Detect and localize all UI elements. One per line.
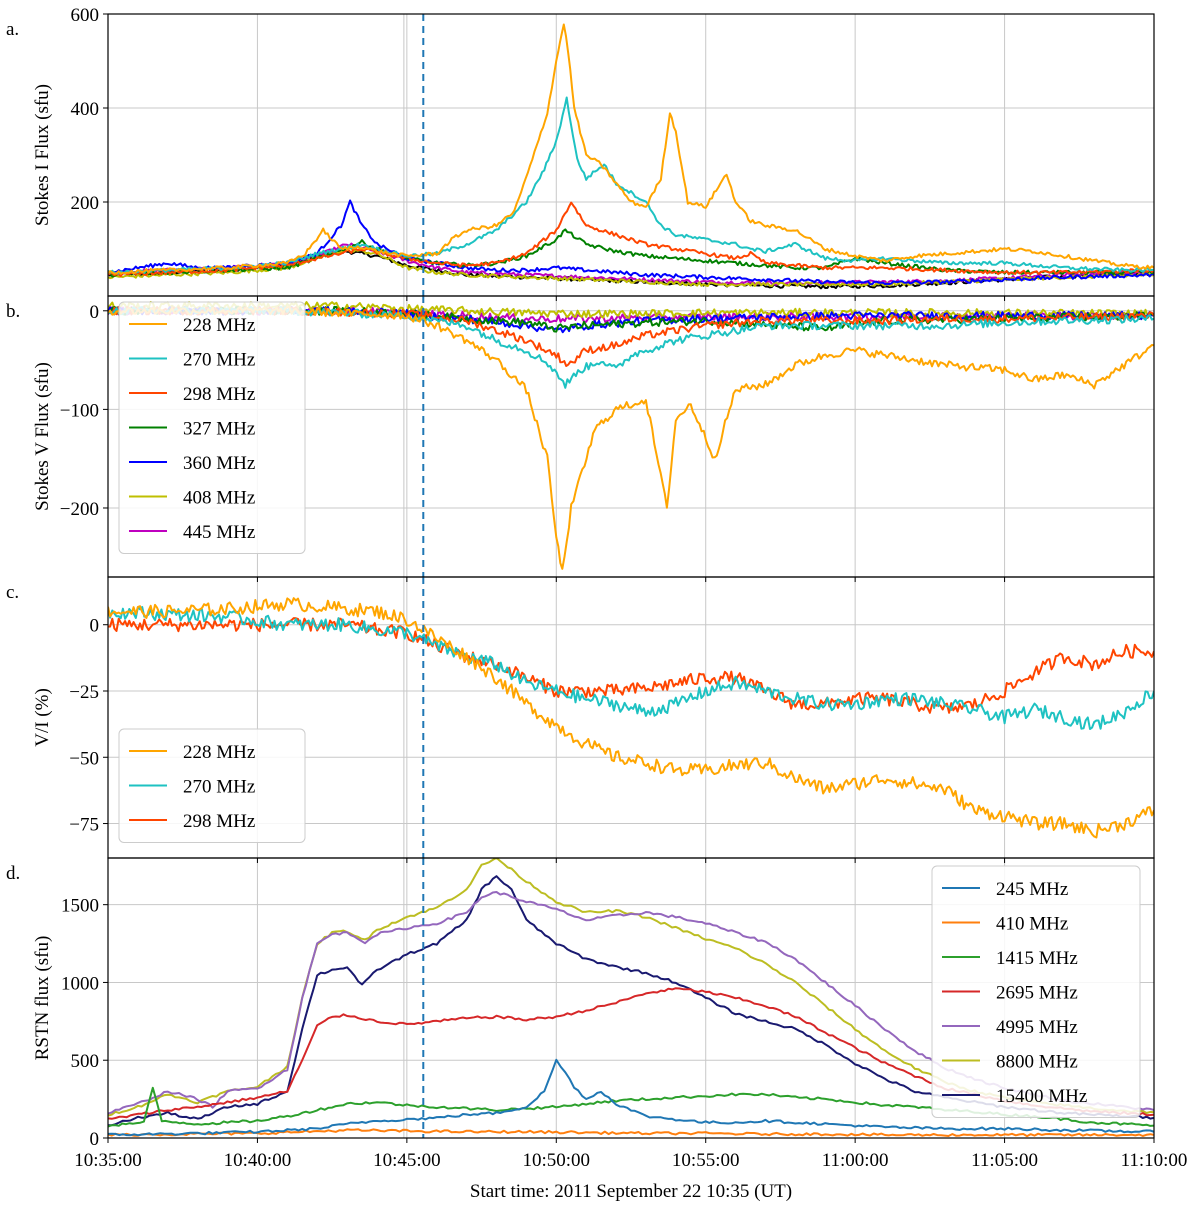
x-axis-title: Start time: 2011 September 22 10:35 (UT) (470, 1181, 792, 1202)
legend-entry: 2695 MHz (996, 983, 1078, 1004)
y-axis-title-d: RSTN flux (sfu) (32, 936, 53, 1061)
y-tick-label: −50 (69, 748, 99, 769)
legend-entry: 4995 MHz (996, 1017, 1078, 1038)
legend-entry: 408 MHz (183, 488, 255, 509)
series-line-270-mhz (108, 606, 1154, 730)
x-tick-label: 10:50:00 (523, 1150, 591, 1171)
y-tick-label: −100 (60, 400, 99, 421)
legend-entry: 327 MHz (183, 419, 255, 440)
y-tick-label: −75 (69, 815, 99, 836)
legend-entry: 228 MHz (183, 315, 255, 336)
legend-box (931, 865, 1141, 1118)
x-tick-label: 11:10:00 (1121, 1150, 1188, 1171)
x-tick-label: 11:00:00 (822, 1150, 889, 1171)
series-line-228-mhz (108, 597, 1154, 839)
panel-d-frame (107, 857, 1155, 1139)
y-tick-label: 200 (71, 193, 100, 214)
x-tick-label: 10:40:00 (224, 1150, 292, 1171)
y-axis-title-b: Stokes V Flux (sfu) (32, 362, 53, 511)
series-line-228-mhz (108, 23, 1154, 275)
legend-entry: 228 MHz (183, 742, 255, 763)
legend-entry: 270 MHz (183, 777, 255, 798)
legend-entry: 298 MHz (183, 811, 255, 832)
series-line-245-mhz (108, 1058, 1154, 1137)
y-tick-label: 1500 (61, 896, 99, 917)
series-line-327-mhz (108, 228, 1154, 278)
legend-entry: 410 MHz (996, 914, 1068, 935)
legend-c: 228 MHz 270 MHz 298 MHz (118, 728, 306, 843)
y-axis-title-a: Stokes I Flux (sfu) (32, 84, 53, 226)
y-tick-label: 0 (90, 616, 100, 637)
x-tick-label: 10:45:00 (373, 1150, 441, 1171)
x-tick-label: 10:35:00 (74, 1150, 142, 1171)
legend-box (118, 301, 306, 554)
series-line-270-mhz (108, 96, 1154, 275)
x-tick-label: 10:55:00 (672, 1150, 740, 1171)
y-tick-label: 500 (71, 1051, 100, 1072)
y-axis-title-c: V/I (%) (32, 688, 53, 747)
legend-entry: 360 MHz (183, 453, 255, 474)
panel-label-c: c. (6, 582, 19, 603)
legend-entry: 1415 MHz (996, 948, 1078, 969)
legend-entry: 15400 MHz (996, 1086, 1087, 1107)
legend-entry: 8800 MHz (996, 1052, 1078, 1073)
frame-layer (103, 13, 1155, 1143)
legend-b: 228 MHz 270 MHz 298 MHz 327 MHz 360 MHz 408 M… (118, 301, 306, 554)
panel-c-series (108, 597, 1154, 839)
legend-box (118, 728, 306, 843)
legend-entry: 270 MHz (183, 350, 255, 371)
legend-entry: 445 MHz (183, 522, 255, 543)
y-tick-label: 600 (71, 5, 100, 26)
panel-label-d: d. (6, 863, 20, 884)
panel-label-a: a. (6, 19, 19, 40)
y-tick-label: −200 (60, 499, 99, 520)
y-tick-label: −25 (69, 682, 99, 703)
panel-label-b: b. (6, 301, 20, 322)
y-tick-label: 1000 (61, 973, 99, 994)
panel-a-series (108, 23, 1154, 290)
legend-entry: 245 MHz (996, 879, 1068, 900)
series-line-298-mhz (108, 201, 1154, 278)
x-tick-label: 11:05:00 (971, 1150, 1038, 1171)
y-tick-label: 400 (71, 99, 100, 120)
legend-entry: 298 MHz (183, 384, 255, 405)
y-tick-label: 0 (90, 1129, 100, 1150)
y-tick-label: 0 (90, 302, 100, 323)
series-line-298-mhz (108, 617, 1154, 714)
text-layer: 200 400 600 a. Stokes I Flux (sfu) 0 −100 −200 b… (6, 5, 1187, 1171)
legend-d: 245 MHz 410 MHz 1415 MHz 2695 MHz 4995 MHz 88… (931, 865, 1141, 1118)
